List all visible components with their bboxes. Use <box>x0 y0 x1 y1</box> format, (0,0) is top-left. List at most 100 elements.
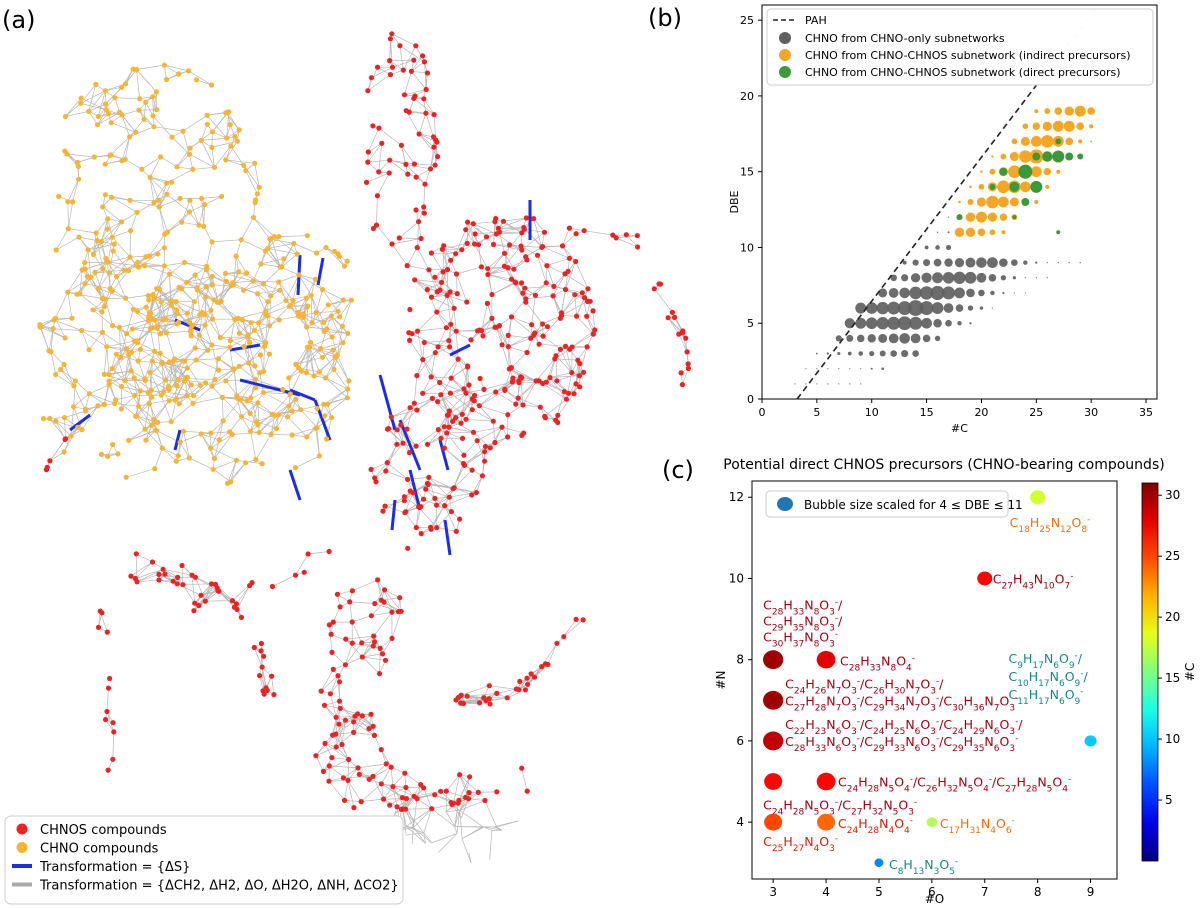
network-edge <box>87 276 103 299</box>
chno-node <box>261 343 268 350</box>
chno-only-bubble <box>990 290 995 296</box>
chno-node <box>113 351 119 357</box>
chnos-node <box>424 287 430 293</box>
network-edge <box>374 735 382 750</box>
network-edge <box>194 584 216 604</box>
chno-only-bubble <box>976 272 987 283</box>
network-edge <box>298 274 323 290</box>
chno-node <box>146 401 152 407</box>
network-edge <box>198 204 206 226</box>
chnos-node <box>438 435 444 441</box>
chno-node <box>142 426 148 432</box>
chno-node <box>156 286 163 293</box>
chno-node <box>152 317 158 323</box>
chno-node <box>190 322 196 328</box>
network-edge <box>499 325 509 347</box>
chnos-node <box>448 375 454 381</box>
chnos-node <box>562 343 569 349</box>
chno-node <box>106 270 113 276</box>
chnos-node <box>359 640 365 646</box>
chno-node <box>173 299 179 305</box>
network-edge <box>112 368 126 381</box>
chno-node <box>209 383 215 389</box>
chnos-node <box>451 485 457 491</box>
chnos-node <box>669 309 676 315</box>
chno-only-bubble <box>855 317 867 329</box>
chnos-node <box>386 170 392 176</box>
chno-node <box>75 163 81 170</box>
network-edge <box>88 332 103 350</box>
chnos-node <box>432 350 438 356</box>
chnos-node <box>481 695 487 701</box>
chno-node <box>203 284 209 290</box>
network-edge <box>191 575 196 604</box>
network-edge <box>309 346 320 373</box>
network-edge <box>416 394 442 411</box>
network-edge <box>332 717 337 736</box>
chnos-node <box>474 438 480 444</box>
network-edge <box>461 393 467 415</box>
chnos-node <box>477 375 483 382</box>
chnos-node <box>370 123 376 129</box>
chart-c-x-tick-label: 6 <box>928 885 936 899</box>
network-edge <box>158 206 166 235</box>
network-edge <box>456 273 468 303</box>
chno-only-bubble <box>838 368 840 370</box>
chnos-node <box>562 286 569 293</box>
network-edge <box>472 409 494 422</box>
chnos-node <box>368 466 374 472</box>
chno-only-bubble <box>827 383 829 385</box>
chnos-node <box>475 242 482 248</box>
chno-node <box>164 180 170 186</box>
chno-node <box>179 219 185 225</box>
chno-node <box>106 382 112 388</box>
network-edge <box>487 253 505 275</box>
chno-node <box>203 380 209 386</box>
network-edge <box>230 336 248 341</box>
network-edge <box>496 327 503 345</box>
network-edge <box>144 428 163 449</box>
network-edge <box>372 763 387 777</box>
network-edge <box>124 354 129 381</box>
chnos-node <box>453 528 459 535</box>
chnos-node <box>264 687 270 694</box>
network-edge <box>201 137 227 141</box>
network-edge <box>562 245 576 262</box>
chno-node <box>247 410 253 417</box>
network-edge <box>161 362 188 378</box>
network-edge <box>565 345 588 348</box>
chno-only-bubble <box>890 274 897 282</box>
delta-s-edge <box>449 343 471 357</box>
network-edge <box>108 354 117 375</box>
network-edge <box>357 763 387 769</box>
chno-only-bubble <box>876 301 889 315</box>
network-edge <box>160 395 172 422</box>
chno-node <box>252 199 258 206</box>
network-edge <box>415 506 419 528</box>
network-edge <box>73 393 90 407</box>
chnos-node <box>383 468 389 474</box>
chno-node <box>223 110 229 116</box>
chno-node <box>348 297 354 303</box>
chnos-node <box>479 473 485 479</box>
network-edge <box>423 98 435 115</box>
network-edge <box>93 254 104 269</box>
chnos-node <box>482 443 488 450</box>
network-edge <box>565 271 569 290</box>
network-edge <box>152 360 166 381</box>
network-edge <box>207 347 230 351</box>
chnos-node <box>448 257 454 263</box>
network-edge <box>109 370 132 376</box>
chnos-node <box>476 403 482 409</box>
chno-node <box>234 393 240 399</box>
chno-node <box>139 166 145 172</box>
network-edge <box>149 177 155 203</box>
chnos-node <box>368 75 374 81</box>
network-edge <box>308 551 330 555</box>
chnos-node <box>529 322 535 328</box>
network-edge <box>368 143 382 153</box>
chno-node <box>196 222 202 228</box>
network-edge <box>92 298 106 311</box>
chno-node <box>230 366 236 373</box>
chno-node <box>325 302 331 308</box>
